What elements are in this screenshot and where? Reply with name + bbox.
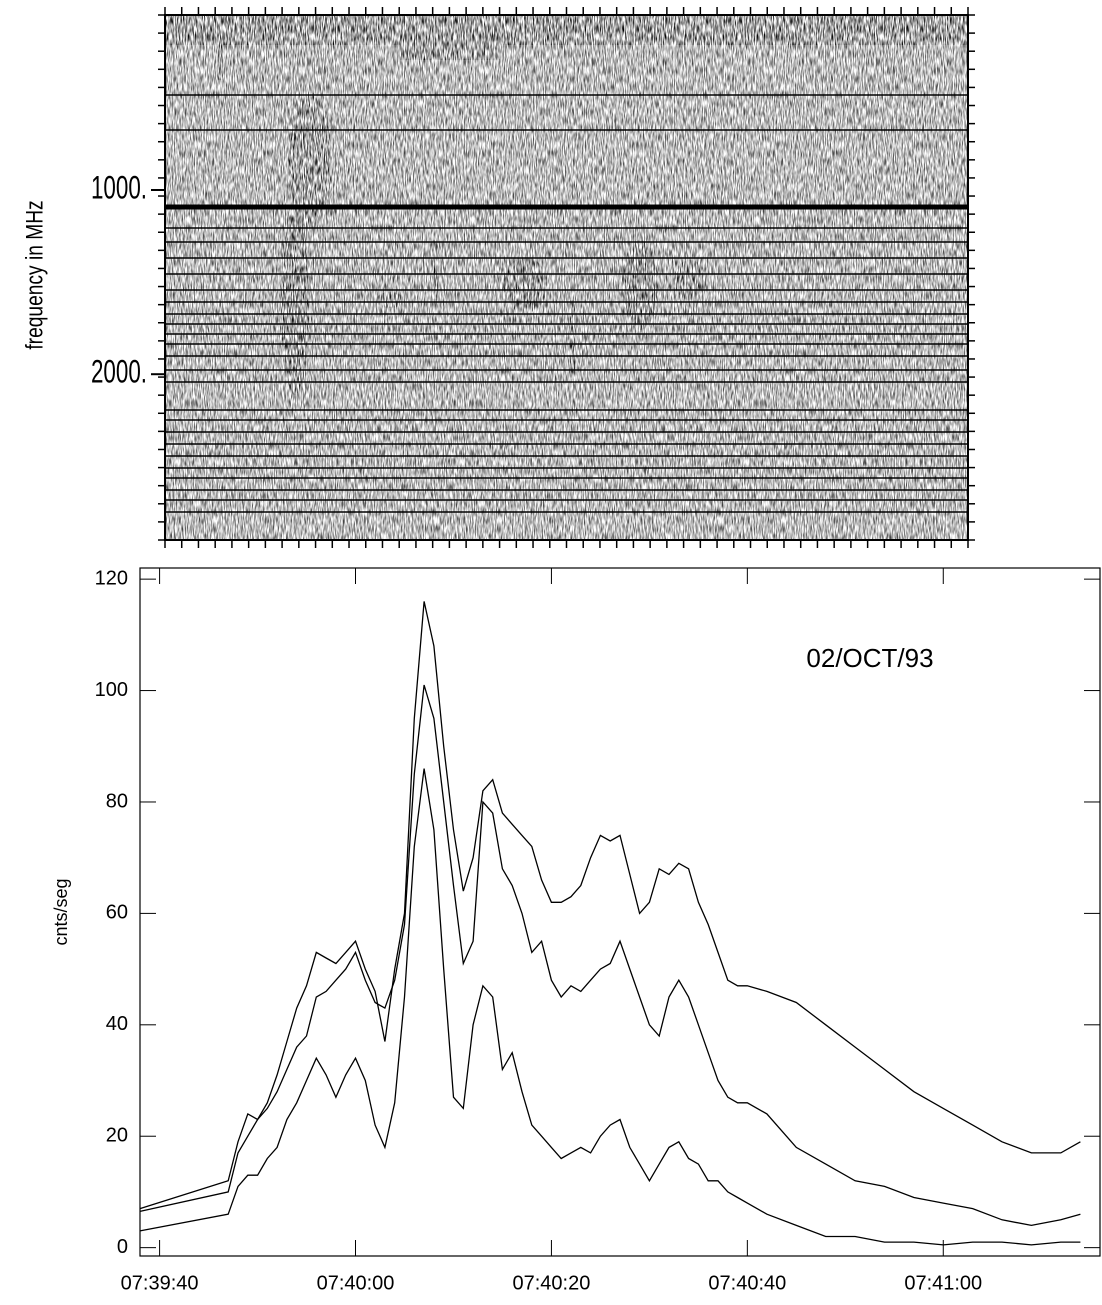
series-line [139,601,1081,1210]
plot-frame [139,567,1101,1257]
y-tick-label: 2000. [91,354,147,390]
x-tick-label: 07:41:00 [904,1272,982,1294]
x-tick-label: 07:40:20 [512,1272,590,1294]
x-tick-label: 07:40:40 [708,1272,786,1294]
y-tick-label: 100 [95,679,128,701]
series-line [139,768,1081,1246]
y-axis-label: cnts/seg [51,878,71,945]
y-tick-label: 1000. [91,169,147,205]
y-tick-label: 40 [106,1013,128,1035]
x-tick-label: 07:40:00 [317,1272,395,1294]
spectrogram-image [165,15,968,540]
y-tick-label: 0 [117,1236,128,1258]
series-line [139,684,1081,1227]
y-tick-label: 20 [106,1125,128,1147]
spectrogram-bands [165,94,968,513]
y-axis-label: frequency in MHz [20,200,48,349]
y-tick-label: 60 [106,902,128,924]
y-tick-label: 80 [106,790,128,812]
annotation: 02/OCT/93 [806,643,933,673]
x-tick-label: 07:39:40 [121,1272,199,1294]
y-tick-label: 120 [95,567,128,589]
